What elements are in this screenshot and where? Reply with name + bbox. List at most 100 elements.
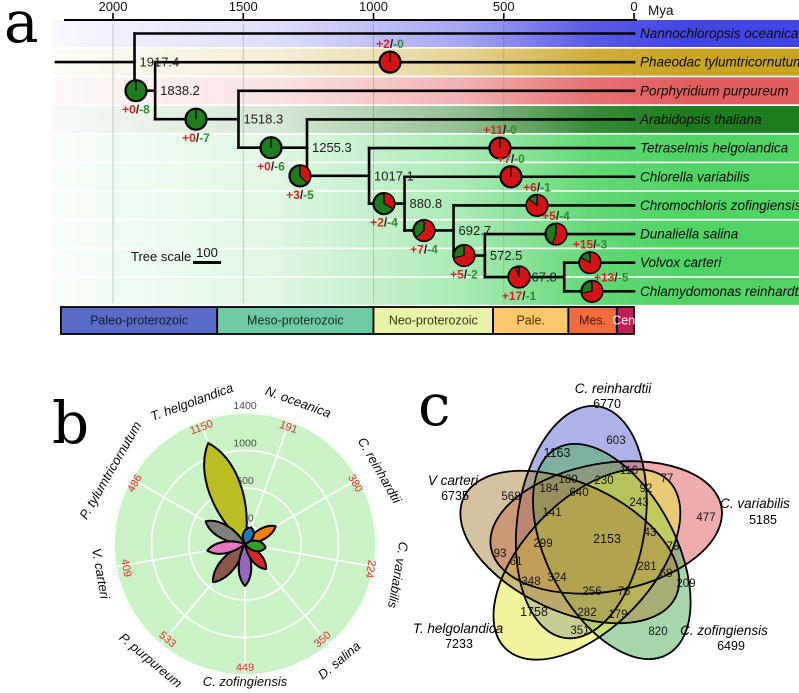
petal-shape (206, 540, 246, 555)
petal-shape (244, 539, 267, 553)
pie-gain-slice (551, 223, 567, 245)
gain-loss-pie: +15/-3 (573, 238, 608, 275)
gain-loss-label: +13/-5 (594, 270, 629, 284)
era-segment (372, 306, 494, 335)
gain-count: +0 (122, 103, 136, 117)
loss-count: -0 (514, 152, 525, 166)
node-age: 1255.3 (312, 140, 352, 155)
node-age: 572.5 (490, 248, 523, 263)
venn-region-count: 603 (606, 435, 625, 447)
loss-count: -4 (427, 243, 438, 257)
gain-loss-label: +5/-4 (542, 209, 570, 223)
venn-ellipse-outline (514, 404, 648, 640)
loss-count: -2 (467, 268, 478, 282)
species-label: Chlorella variabilis (640, 169, 750, 184)
tree-scale-label: Tree scale (131, 249, 191, 264)
rose-value: 191 (278, 419, 299, 437)
node-age: 1518.3 (243, 112, 283, 127)
loss-count: -1 (540, 180, 551, 194)
venn-region-count: 281 (637, 561, 656, 573)
rose-ring-label: 1400 (233, 400, 257, 412)
gain-count: +2 (370, 216, 384, 230)
gain-count: +3 (286, 188, 300, 202)
venn-set-total: 7233 (445, 637, 473, 651)
slash: / (593, 238, 597, 252)
venn-ellipse-outline (532, 443, 692, 660)
species-band (52, 191, 799, 219)
gain-loss-label: +7/-0 (497, 152, 525, 166)
gain-loss-label: +0/-6 (257, 160, 285, 174)
gain-count: +11 (483, 123, 503, 137)
slash: / (503, 123, 507, 137)
gain-loss-label: +2/-4 (370, 216, 398, 230)
venn-region-count: 179 (608, 609, 627, 621)
venn-ellipse-fill (460, 470, 680, 624)
era-segment (567, 306, 618, 335)
gain-count: +5 (542, 209, 556, 223)
gain-count: +0 (257, 160, 271, 174)
panel-letter-c: c (418, 371, 450, 439)
venn-region-count: 68 (660, 568, 673, 580)
slash: / (511, 152, 515, 166)
venn-set-total: 6770 (593, 397, 621, 411)
venn-region-count: 116 (620, 465, 638, 477)
venn-region-count: 256 (582, 586, 601, 598)
gain-loss-label: +6/-1 (523, 180, 551, 194)
slash: / (424, 243, 428, 257)
time-axis: 2000 1500 1000 500 0 Mya (64, 0, 674, 21)
species-band (52, 277, 799, 305)
rose-petal (244, 539, 267, 553)
venn-region-count: 77 (661, 473, 674, 485)
venn-set-total: 5185 (749, 513, 777, 527)
species-label: Chromochloris zofingiensis (640, 198, 799, 213)
loss-count: -0 (506, 123, 517, 137)
species-label: Phaeodac tylumtricornutum (640, 55, 799, 70)
era-label: Cen. (612, 314, 638, 328)
axis-tick-label: 1500 (229, 0, 258, 14)
pie-gain-slice (579, 251, 601, 274)
venn-ellipse-outline (492, 468, 682, 661)
geo-era-bar: Paleo-proterozoic Meso-proterozoic Neo-pro… (60, 306, 639, 335)
venn-region-count: 348 (521, 576, 540, 588)
species-label: Chlamydomonas reinhardtii (640, 284, 799, 299)
rose-spoke (244, 419, 291, 545)
era-segment (615, 306, 635, 335)
loss-count: -3 (597, 238, 608, 252)
rose-species-label: V. carteri (89, 547, 113, 601)
venn-region-count: 324 (547, 572, 567, 584)
slash: / (384, 216, 388, 230)
node-age: 692.7 (459, 223, 492, 238)
era-label: Pale. (516, 314, 545, 328)
loss-count: -0 (393, 37, 404, 51)
gain-loss-pie: +5/-4 (542, 209, 570, 246)
species-label: Dunaliella salina (640, 227, 739, 242)
venn-region-count: 1163 (544, 446, 571, 460)
venn-region-count: 351 (570, 625, 589, 637)
venn-region-count: 477 (696, 512, 715, 524)
venn-region-count: 299 (533, 538, 552, 550)
petal-shape (203, 441, 248, 545)
axis-tick-label: 500 (493, 0, 515, 14)
gain-count: +7 (497, 152, 511, 166)
node-age: 880.8 (410, 196, 443, 211)
rose-petal (206, 540, 246, 555)
rose-value: 449 (236, 662, 254, 674)
slash: / (464, 268, 468, 282)
slash: / (196, 131, 200, 145)
venn-region-count: 282 (577, 607, 596, 619)
rose-species-label: C. zofingiensis (203, 674, 288, 689)
gain-loss-label: +15/-3 (573, 238, 608, 252)
gain-loss-pie: +0/-7 (182, 107, 210, 145)
node-age: 267.8 (524, 270, 557, 285)
gain-loss-pie: +0/-6 (257, 136, 285, 174)
species-label: Nannochloropsis oceanica (640, 26, 799, 41)
axis-tick-label: 1000 (359, 0, 388, 14)
node-age: 1838.2 (160, 83, 200, 98)
venn-region-count: 209 (676, 578, 695, 590)
rose-petal (241, 526, 255, 545)
rose-species-label: C. variabilis (385, 541, 412, 610)
gain-loss-pie: +17/-1 (502, 265, 537, 303)
gain-loss-pie: +7/-4 (410, 218, 438, 257)
gain-loss-pie: +6/-1 (523, 180, 551, 217)
